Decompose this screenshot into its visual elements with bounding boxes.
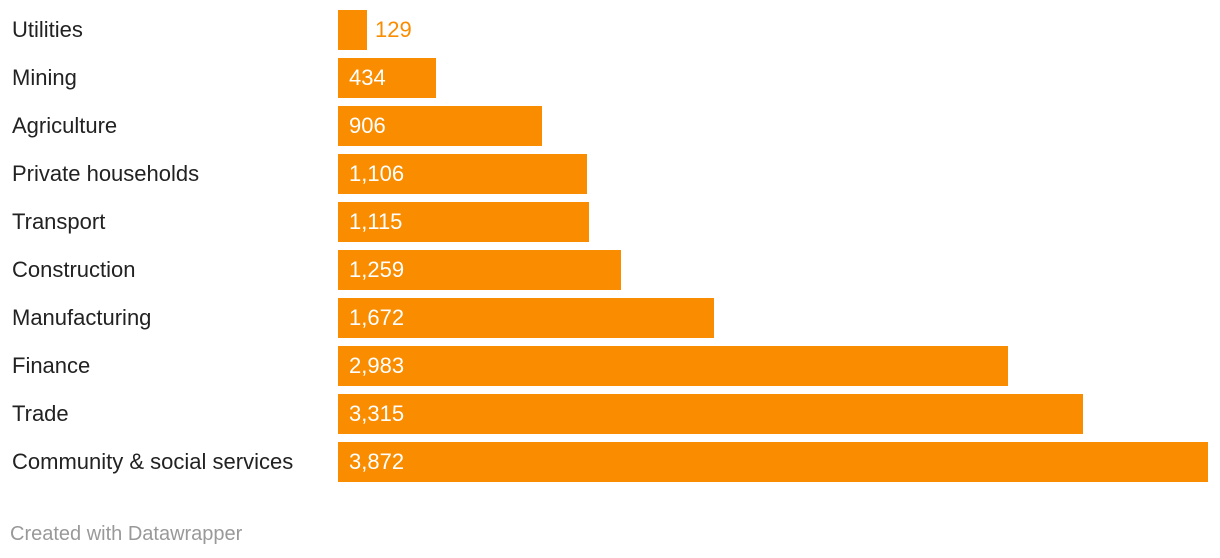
bar-chart: Utilities 129 Mining 434 Agriculture 906 Priva…: [12, 10, 1208, 482]
category-label: Private households: [12, 161, 200, 186]
bar: [338, 58, 436, 98]
category-label: Manufacturing: [12, 305, 152, 330]
bar-value-label: 906: [349, 113, 386, 138]
bar-value-label: 129: [375, 17, 412, 42]
bar-value-label: 1,106: [349, 161, 405, 186]
bar-value-label: 2,983: [349, 353, 405, 378]
bar-value-label: 1,672: [349, 305, 405, 330]
bar-value-label: 434: [349, 65, 386, 90]
bar: [338, 202, 589, 242]
bar: [338, 346, 1008, 386]
bar-value-label: 3,315: [349, 401, 405, 426]
bar: [338, 250, 621, 290]
bar: [338, 10, 367, 50]
category-label: Utilities: [12, 17, 83, 42]
bar: [338, 298, 714, 338]
category-label: Mining: [12, 65, 77, 90]
category-label: Agriculture: [12, 113, 118, 138]
datawrapper-credit: Created with Datawrapper: [10, 523, 243, 545]
bar-value-label: 3,872: [349, 449, 405, 474]
category-label: Trade: [12, 401, 69, 426]
bar-value-label: 1,259: [349, 257, 405, 282]
bar: [338, 106, 542, 146]
category-label: Transport: [12, 209, 106, 234]
bar: [338, 394, 1083, 434]
bar-value-label: 1,115: [349, 209, 403, 234]
bar: [338, 442, 1208, 482]
category-label: Community & social services: [12, 449, 294, 474]
bar: [338, 154, 587, 194]
category-label: Construction: [12, 257, 136, 282]
category-label: Finance: [12, 353, 91, 378]
